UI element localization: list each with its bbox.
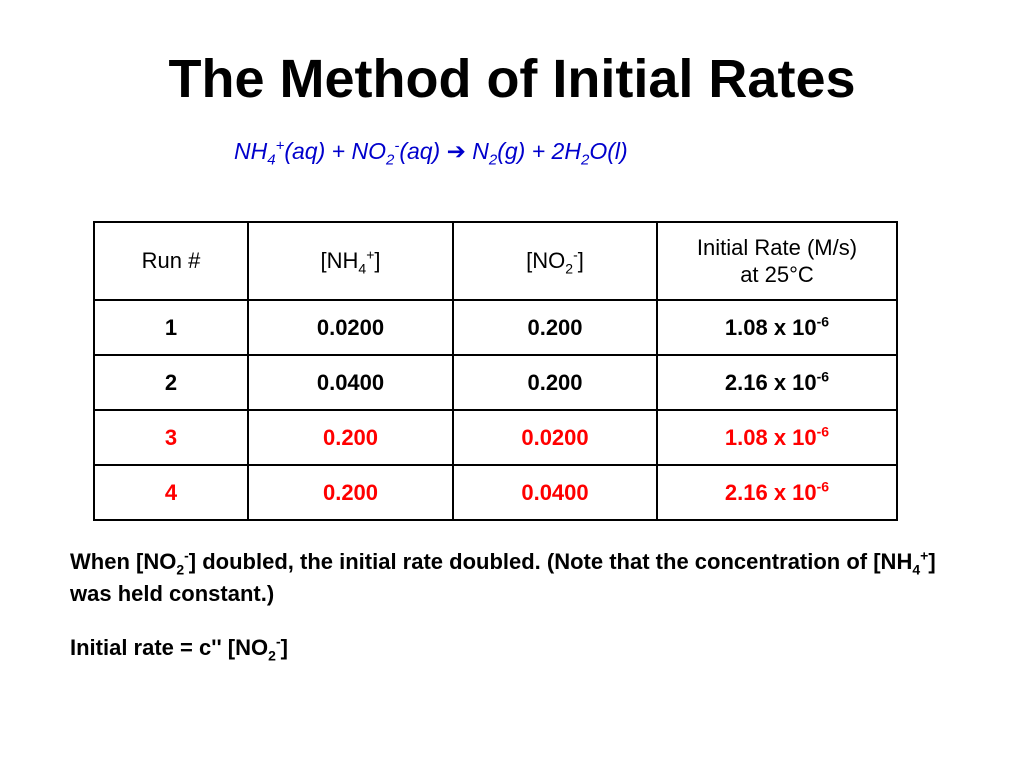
eq-no-sub: 2 [385, 151, 395, 169]
header-nh4-sup: + [366, 246, 375, 263]
cell-no2: 0.200 [452, 354, 658, 411]
cell-nh4: 0.0200 [247, 299, 454, 356]
formula-part2: ] [280, 635, 288, 660]
header-no2-open: [NO [526, 248, 566, 274]
header-no2-sup: - [573, 246, 578, 263]
note-part1: When [NO [70, 549, 177, 574]
cell-run: 1 [93, 299, 249, 356]
header-run: Run # [93, 221, 249, 301]
eq-end: O(l) [589, 138, 628, 164]
header-rate: Initial Rate (M/s) at 25°C [656, 221, 898, 301]
reaction-arrow-icon: ➔ [446, 138, 466, 164]
rate-base: 2.16 x 10 [724, 369, 817, 395]
table-row: 4 0.200 0.0400 2.16 x 10-6 [93, 464, 898, 521]
header-no2: [NO2-] [452, 221, 658, 301]
table-row: 1 0.0200 0.200 1.08 x 10-6 [93, 299, 898, 356]
reaction-equation: NH4+(aq) + NO2-(aq) ➔ N2(g) + 2H2O(l) [234, 136, 628, 169]
header-no2-sub: 2 [565, 260, 574, 277]
formula-part1: Initial rate = c'' [NO [70, 635, 269, 660]
eq-nh: NH [234, 138, 268, 164]
rate-exponent: -6 [816, 313, 830, 330]
header-nh4-close: ] [374, 248, 381, 274]
cell-no2: 0.0400 [452, 464, 658, 521]
eq-nh-sup: + [275, 137, 285, 155]
header-rate-line2: at 25°C [740, 262, 814, 287]
eq-n-sub: 2 [488, 151, 498, 169]
cell-no2: 0.0200 [452, 409, 658, 466]
header-run-label: Run # [141, 248, 201, 274]
cell-rate: 1.08 x 10-6 [656, 299, 898, 356]
rate-formula: Initial rate = c'' [NO2-] [70, 632, 288, 664]
rate-base: 2.16 x 10 [724, 479, 817, 505]
observation-note: When [NO2-] doubled, the initial rate do… [70, 546, 970, 610]
eq-aq2: (aq) [399, 138, 447, 164]
header-nh4-sub: 4 [358, 260, 367, 277]
header-nh4-open: [NH [320, 248, 359, 274]
formula-sup: - [275, 633, 281, 650]
formula-sub: 2 [268, 647, 276, 664]
rate-base: 1.08 x 10 [724, 424, 817, 450]
eq-no-sup: - [394, 137, 400, 155]
eq-nh-sub: 4 [267, 151, 276, 169]
note-part3: ] was held constant.) [70, 549, 936, 606]
note-sup2: + [920, 547, 929, 564]
note-sup1: - [184, 547, 189, 564]
cell-nh4: 0.200 [247, 464, 454, 521]
table-row: 3 0.200 0.0200 1.08 x 10-6 [93, 409, 898, 466]
cell-run: 3 [93, 409, 249, 466]
slide-title: The Method of Initial Rates [168, 49, 856, 109]
eq-h-sub: 2 [580, 151, 590, 169]
rate-exponent: -6 [816, 423, 830, 440]
cell-run: 2 [93, 354, 249, 411]
note-part2: ] doubled, the initial rate doubled. (No… [188, 549, 913, 574]
header-no2-close: ] [577, 248, 584, 274]
cell-nh4: 0.200 [247, 409, 454, 466]
cell-no2: 0.200 [452, 299, 658, 356]
table-header-row: Run # [NH4+] [NO2-] Initial Rate (M/s) at… [93, 221, 898, 301]
initial-rates-table: Run # [NH4+] [NO2-] Initial Rate (M/s) at… [93, 221, 898, 521]
rate-exponent: -6 [816, 368, 830, 385]
header-nh4: [NH4+] [247, 221, 454, 301]
cell-rate: 2.16 x 10-6 [656, 464, 898, 521]
eq-n: N [465, 138, 489, 164]
eq-aq1: (aq) + NO [284, 138, 386, 164]
eq-g: (g) + 2H [497, 138, 581, 164]
note-sub1: 2 [176, 561, 185, 578]
cell-run: 4 [93, 464, 249, 521]
rate-exponent: -6 [816, 478, 830, 495]
cell-nh4: 0.0400 [247, 354, 454, 411]
cell-rate: 2.16 x 10-6 [656, 354, 898, 411]
note-sub2: 4 [912, 561, 921, 578]
table-row: 2 0.0400 0.200 2.16 x 10-6 [93, 354, 898, 411]
header-rate-line1: Initial Rate (M/s) [696, 234, 858, 260]
rate-base: 1.08 x 10 [724, 314, 817, 340]
cell-rate: 1.08 x 10-6 [656, 409, 898, 466]
